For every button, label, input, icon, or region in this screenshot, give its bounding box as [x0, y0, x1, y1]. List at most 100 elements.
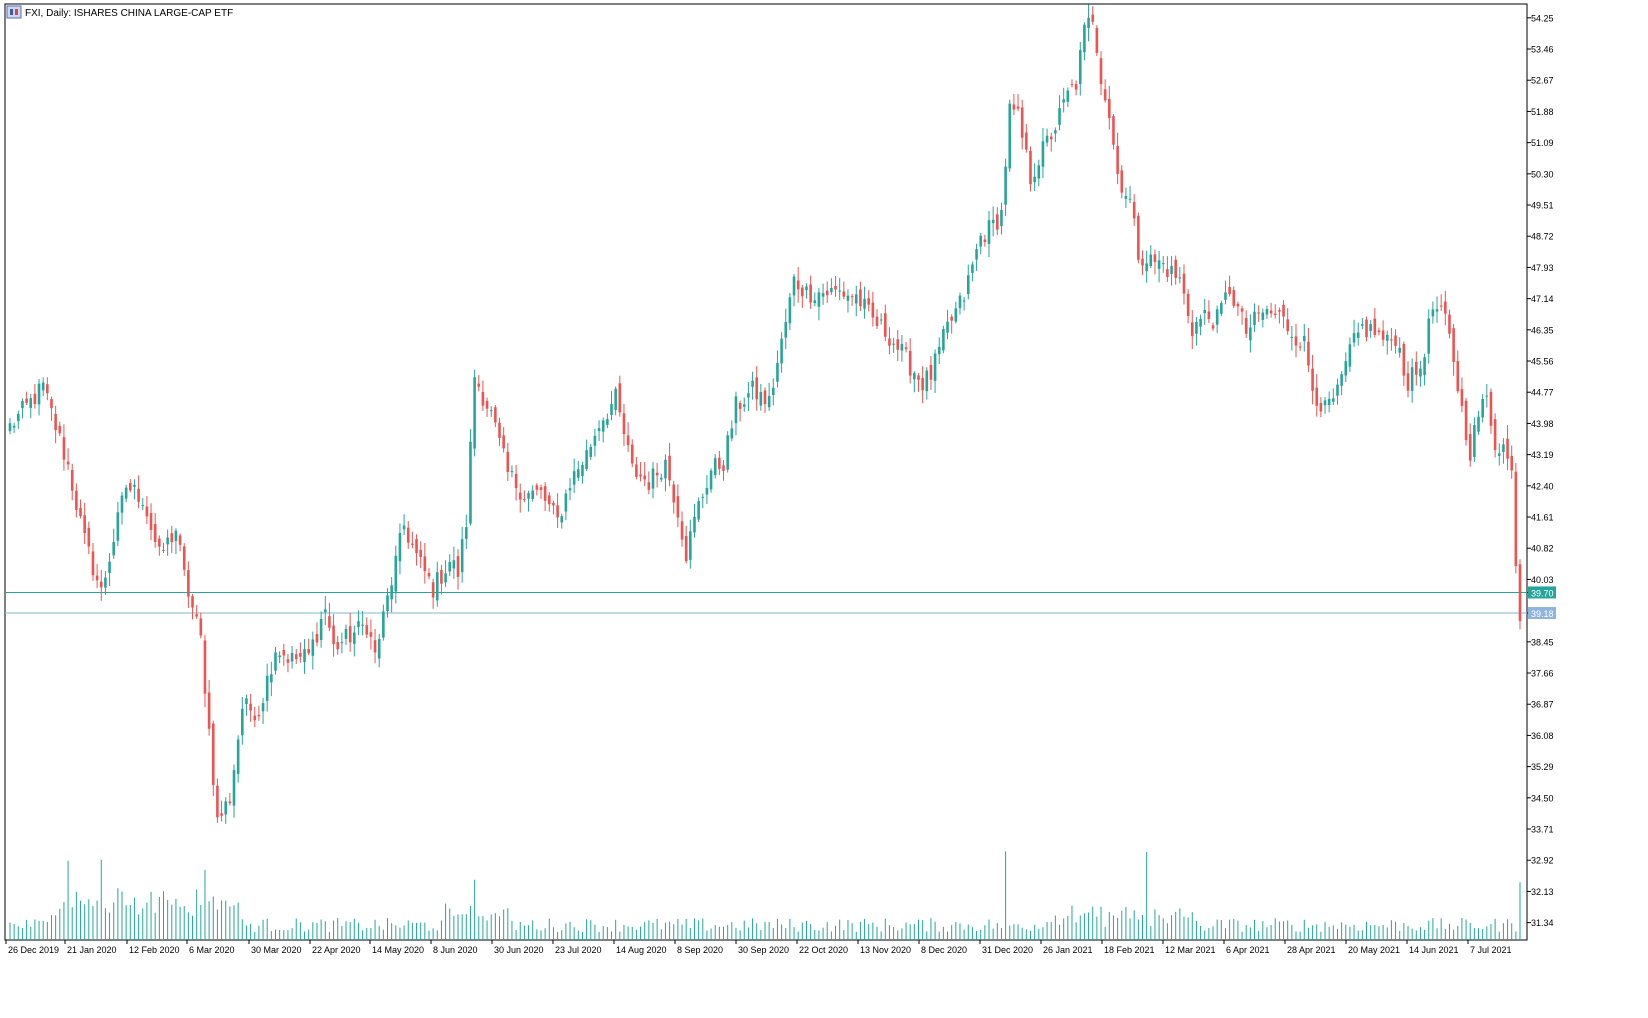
candle-body — [361, 624, 364, 626]
candle-body — [618, 383, 622, 413]
candle-body — [1020, 107, 1024, 138]
candle-body — [332, 625, 335, 645]
candle-body — [929, 364, 933, 380]
candle-body — [751, 380, 754, 387]
candle-body — [282, 649, 286, 656]
candle-body — [784, 322, 788, 338]
candle-body — [1448, 314, 1451, 334]
candle-body — [1091, 14, 1095, 22]
candle-body — [946, 321, 949, 333]
candle-body — [1178, 277, 1182, 279]
candle-body — [610, 403, 613, 415]
chart-menu-icon[interactable] — [6, 5, 22, 19]
candle-body — [767, 395, 771, 408]
candle-body — [668, 455, 671, 481]
candle-body — [568, 488, 572, 491]
candle-body — [506, 451, 510, 472]
candle-body — [709, 470, 713, 490]
candle-body — [693, 516, 696, 533]
candle-body — [788, 297, 792, 324]
candle-body — [1099, 58, 1103, 85]
candle-body — [908, 350, 912, 376]
candle-body — [494, 407, 497, 423]
candle-body — [1381, 330, 1385, 340]
candle-body — [888, 338, 891, 346]
candle-body — [75, 490, 78, 510]
candle-body — [556, 505, 559, 518]
candle-body — [1356, 332, 1360, 338]
candle-body — [29, 398, 33, 408]
candle-body — [50, 398, 53, 409]
candle-body — [1460, 389, 1464, 406]
candle-body — [365, 625, 369, 635]
candle-body — [170, 533, 174, 543]
candle-body — [261, 703, 265, 712]
x-tick-label: 14 Aug 2020 — [616, 945, 667, 955]
candle-body — [813, 300, 817, 304]
candle-body — [448, 561, 452, 572]
candle-body — [1000, 209, 1003, 227]
candle-body — [763, 390, 767, 405]
candle-body — [655, 472, 659, 476]
candle-body — [1244, 318, 1248, 334]
candle-body — [987, 220, 991, 245]
candle-body — [386, 595, 389, 612]
candle-body — [659, 477, 663, 480]
candle-body — [1344, 361, 1348, 376]
candle-body — [1045, 135, 1049, 143]
x-tick-label: 8 Sep 2020 — [677, 945, 723, 955]
candle-body — [718, 457, 721, 469]
candle-body — [647, 482, 651, 490]
candle-body — [46, 384, 49, 394]
candle-body — [1257, 312, 1260, 314]
candle-body — [16, 413, 20, 422]
candle-body — [153, 524, 157, 543]
candle-body — [510, 471, 514, 473]
candle-body — [552, 502, 555, 506]
candle-body — [1195, 322, 1198, 334]
candle-body — [253, 715, 257, 721]
candle-body — [1514, 471, 1518, 567]
candle-body — [635, 464, 638, 477]
candle-body — [871, 302, 875, 318]
candle-body — [149, 513, 153, 530]
price-lines — [5, 591, 1527, 614]
candle-body — [1307, 341, 1310, 366]
candle-body — [825, 290, 829, 296]
candle-body — [1269, 310, 1273, 314]
candle-body — [1390, 339, 1393, 341]
candle-body — [1182, 273, 1186, 294]
candle-body — [1385, 334, 1389, 341]
x-tick-label: 20 May 2021 — [1348, 945, 1400, 955]
y-tick-label: 51.09 — [1531, 138, 1554, 148]
candle-body — [1377, 330, 1381, 333]
candle-body — [95, 575, 99, 581]
x-tick-label: 30 Jun 2020 — [494, 945, 544, 955]
x-tick-label: 8 Jun 2020 — [433, 945, 478, 955]
candle-body — [353, 632, 356, 644]
candle-body — [689, 531, 692, 560]
y-tick-label: 31.34 — [1531, 918, 1554, 928]
candle-body — [747, 393, 750, 398]
candle-body — [465, 527, 468, 539]
candle-body — [99, 581, 103, 588]
candle-body — [187, 570, 190, 597]
chart-header: FXI, Daily: ISHARES CHINA LARGE-CAP ETF — [6, 5, 233, 19]
candle-body — [498, 422, 501, 438]
candle-body — [1149, 254, 1153, 266]
candle-body — [805, 286, 808, 291]
x-tick-label: 14 May 2020 — [372, 945, 424, 955]
candle-body — [589, 446, 593, 457]
candle-body — [983, 239, 987, 243]
candle-body — [734, 396, 738, 424]
candle-body — [738, 403, 742, 409]
y-tick-label: 54.25 — [1531, 13, 1554, 23]
candle-body — [1423, 357, 1426, 376]
candle-body — [996, 214, 999, 230]
candle-body — [838, 290, 841, 292]
x-tick-label: 14 Jun 2021 — [1409, 945, 1459, 955]
y-tick-label: 33.71 — [1531, 825, 1554, 835]
candle-body — [1464, 400, 1468, 441]
